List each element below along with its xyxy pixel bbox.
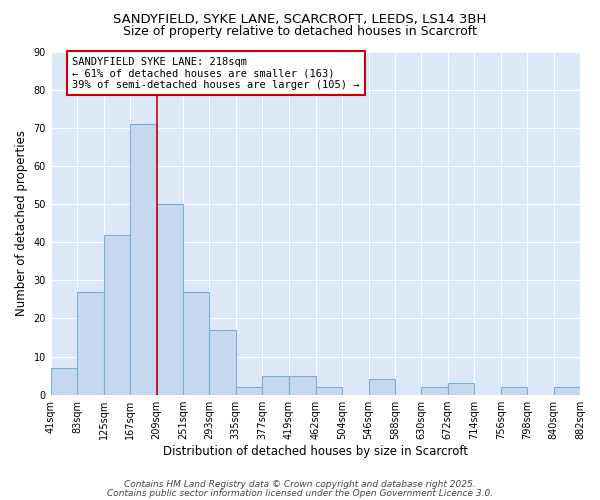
X-axis label: Distribution of detached houses by size in Scarcroft: Distribution of detached houses by size … [163, 444, 468, 458]
Bar [77, 292, 104, 395]
Text: SANDYFIELD, SYKE LANE, SCARCROFT, LEEDS, LS14 3BH: SANDYFIELD, SYKE LANE, SCARCROFT, LEEDS,… [113, 12, 487, 26]
Bar [209, 330, 236, 394]
Bar [183, 292, 209, 395]
Bar [130, 124, 157, 394]
Bar [289, 376, 316, 394]
Bar [421, 387, 448, 394]
Bar [554, 387, 580, 394]
Bar [368, 380, 395, 394]
Text: Contains public sector information licensed under the Open Government Licence 3.: Contains public sector information licen… [107, 488, 493, 498]
Bar [262, 376, 289, 394]
Y-axis label: Number of detached properties: Number of detached properties [15, 130, 28, 316]
Bar [501, 387, 527, 394]
Bar [448, 384, 474, 394]
Bar [236, 387, 262, 394]
Bar [51, 368, 77, 394]
Bar [104, 234, 130, 394]
Bar [316, 387, 342, 394]
Text: Contains HM Land Registry data © Crown copyright and database right 2025.: Contains HM Land Registry data © Crown c… [124, 480, 476, 489]
Text: SANDYFIELD SYKE LANE: 218sqm
← 61% of detached houses are smaller (163)
39% of s: SANDYFIELD SYKE LANE: 218sqm ← 61% of de… [72, 56, 359, 90]
Bar [157, 204, 183, 394]
Text: Size of property relative to detached houses in Scarcroft: Size of property relative to detached ho… [123, 25, 477, 38]
